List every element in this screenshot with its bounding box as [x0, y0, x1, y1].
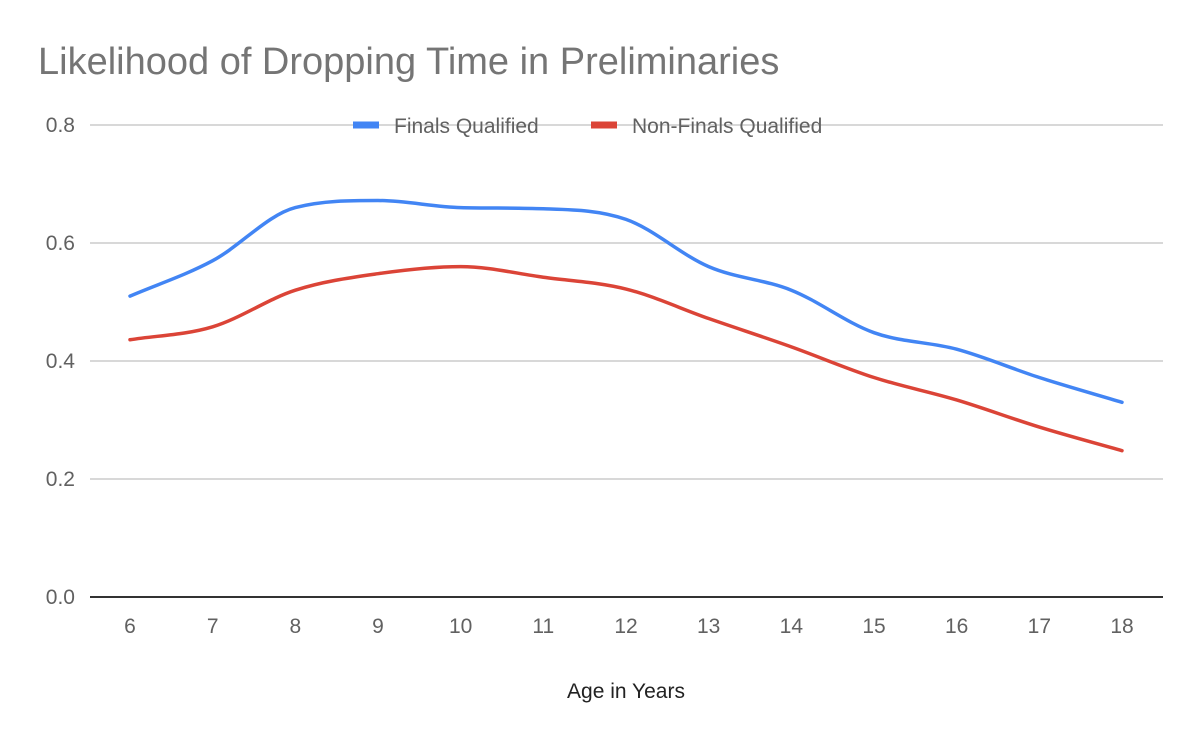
x-tick-label: 12	[614, 615, 637, 638]
x-tick-label: 7	[207, 615, 219, 638]
series-line-non-finals-qualified	[128, 264, 1124, 453]
y-tick-label: 0.2	[46, 468, 75, 491]
gridlines	[90, 124, 1163, 598]
x-tick-label: 15	[862, 615, 885, 638]
y-tick-label: 0.8	[46, 114, 75, 137]
x-tick-label: 6	[124, 615, 136, 638]
legend: Finals Qualified Non-Finals Qualified	[353, 115, 822, 138]
x-tick-label: 11	[532, 615, 554, 638]
legend-label-non-finals-qualified: Non-Finals Qualified	[632, 115, 822, 138]
series-lines	[128, 198, 1124, 453]
x-tick-label: 13	[697, 615, 720, 638]
y-tick-label: 0.6	[46, 232, 75, 255]
x-tick-label: 16	[945, 615, 968, 638]
y-tick-label: 0.4	[46, 350, 76, 373]
y-axis-ticks: 0.0 0.2 0.4 0.6 0.8	[46, 114, 76, 609]
x-tick-label: 18	[1110, 615, 1133, 638]
y-tick-label: 0.0	[46, 586, 75, 609]
x-axis-ticks: 6 7 8 9 10 11 12 13 14 15 16 17 18	[124, 615, 1134, 638]
chart-title: Likelihood of Dropping Time in Prelimina…	[38, 41, 779, 83]
legend-label-finals-qualified: Finals Qualified	[394, 115, 539, 138]
x-tick-label: 10	[449, 615, 472, 638]
x-tick-label: 8	[289, 615, 301, 638]
x-tick-label: 14	[780, 615, 804, 638]
x-axis-label: Age in Years	[567, 680, 685, 703]
series-line-finals-qualified	[128, 198, 1124, 405]
x-tick-label: 9	[372, 615, 384, 638]
x-tick-label: 17	[1028, 615, 1051, 638]
